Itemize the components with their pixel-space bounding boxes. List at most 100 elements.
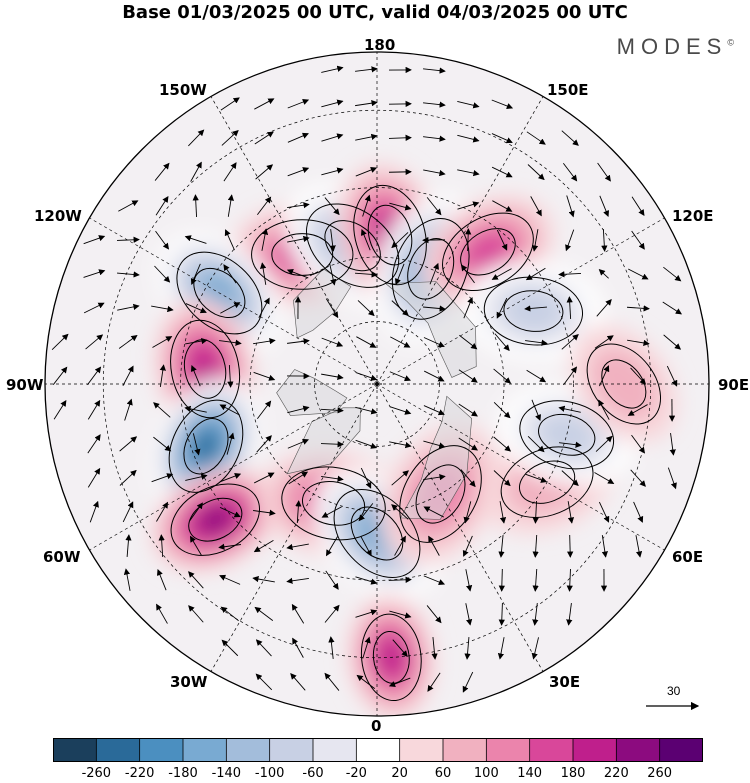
wind-vector xyxy=(221,129,239,146)
wind-vector xyxy=(669,433,676,456)
wind-vector xyxy=(492,200,513,212)
wind-vector xyxy=(188,605,204,623)
wind-vector xyxy=(394,535,406,556)
lon-label-60e: 60E xyxy=(672,548,704,566)
wind-vector xyxy=(325,298,339,319)
contour-line xyxy=(360,613,422,702)
wind-vector xyxy=(559,441,582,448)
wind-vector xyxy=(227,364,234,388)
wind-vector xyxy=(321,506,342,518)
contour-line xyxy=(519,460,576,504)
lon-label-30w: 30W xyxy=(170,673,208,691)
wind-vector xyxy=(153,402,171,418)
wind-vector xyxy=(391,300,409,316)
wind-vector xyxy=(390,336,411,348)
wind-vector xyxy=(493,368,512,384)
wind-vector xyxy=(360,536,372,557)
wind-vector xyxy=(391,232,409,249)
anomaly-band xyxy=(199,506,231,533)
colorbar-tick-label: 260 xyxy=(647,766,673,781)
wind-vector xyxy=(360,467,372,489)
wind-vector xyxy=(493,470,511,487)
colorbar-tick-label: 220 xyxy=(603,766,629,781)
wind-vector xyxy=(599,195,610,218)
wind-vector xyxy=(491,133,513,144)
wind-vector xyxy=(428,535,440,556)
wind-vector xyxy=(287,99,310,109)
lon-label-180: 180 xyxy=(364,36,396,54)
wind-vector xyxy=(627,404,648,416)
wind-vector xyxy=(496,297,508,319)
colorbar-tick-label: -140 xyxy=(211,766,242,781)
wind-vector xyxy=(321,167,344,176)
wind-vector xyxy=(355,576,378,585)
wind-vector xyxy=(123,568,131,591)
wind-vector xyxy=(286,577,309,584)
wind-vector xyxy=(219,506,241,518)
wind-vector xyxy=(355,100,378,107)
contour-line xyxy=(183,418,229,475)
wind-vector xyxy=(321,65,344,73)
wind-vector xyxy=(254,98,275,110)
wind-vector xyxy=(388,134,412,141)
colorbar-tick-label: 180 xyxy=(560,766,586,781)
wind-vector xyxy=(287,438,309,449)
anomaly-band xyxy=(501,288,566,334)
wind-vector xyxy=(258,297,270,318)
wind-vector xyxy=(527,164,545,181)
wind-vector xyxy=(423,405,445,416)
contour-line xyxy=(353,184,427,286)
wind-vector xyxy=(532,568,539,592)
colorbar-tick-label: -260 xyxy=(81,766,112,781)
contour-line xyxy=(399,445,482,543)
colorbar-swatch xyxy=(443,738,487,762)
wind-vector xyxy=(87,467,101,488)
wind-vector xyxy=(463,501,472,524)
wind-vector xyxy=(562,162,578,182)
wind-vector xyxy=(465,228,472,252)
wind-vector xyxy=(565,229,575,252)
wind-vector xyxy=(158,534,165,558)
wind-vector xyxy=(596,299,612,317)
wind-vector xyxy=(531,229,539,252)
wind-vector xyxy=(192,194,199,218)
wind-vector xyxy=(626,305,650,312)
reference-vector-label: 30 xyxy=(667,684,681,698)
wind-vector xyxy=(355,609,378,618)
wind-vectors xyxy=(51,65,683,693)
colorbar-swatch xyxy=(399,738,444,762)
contour-line xyxy=(170,319,241,419)
contour-line xyxy=(301,481,366,526)
wind-vector xyxy=(457,169,480,177)
wind-vector xyxy=(532,500,539,524)
contour-line xyxy=(170,483,261,556)
wind-vector xyxy=(286,269,309,279)
wind-vector xyxy=(253,509,276,516)
wind-vector xyxy=(460,264,475,284)
colorbar-tick-label: -180 xyxy=(168,766,198,781)
wind-vector xyxy=(185,337,208,345)
colorbar-tick-label: 60 xyxy=(434,766,452,781)
wind-vector xyxy=(525,473,548,483)
wind-vector xyxy=(83,269,106,278)
wind-vector xyxy=(423,67,446,74)
wind-vector xyxy=(355,167,378,177)
wind-vector xyxy=(497,637,505,660)
wind-vector xyxy=(498,568,505,592)
wind-vector xyxy=(190,161,202,182)
wind-vector xyxy=(566,603,573,626)
colorbar-swatch xyxy=(486,738,531,762)
colorbar-tick-label: -220 xyxy=(124,766,155,781)
wind-vector xyxy=(389,371,411,382)
wind-vector xyxy=(219,574,241,585)
wind-vector xyxy=(526,369,547,383)
lon-label-90e: 90E xyxy=(718,376,750,394)
wind-vector xyxy=(561,334,579,350)
wind-vector xyxy=(325,570,339,590)
wind-vector xyxy=(286,543,309,551)
wind-vector xyxy=(227,194,234,217)
wind-vector xyxy=(498,602,505,626)
wind-vector xyxy=(223,264,237,284)
wind-vector xyxy=(156,568,167,591)
wind-vector xyxy=(567,534,574,558)
